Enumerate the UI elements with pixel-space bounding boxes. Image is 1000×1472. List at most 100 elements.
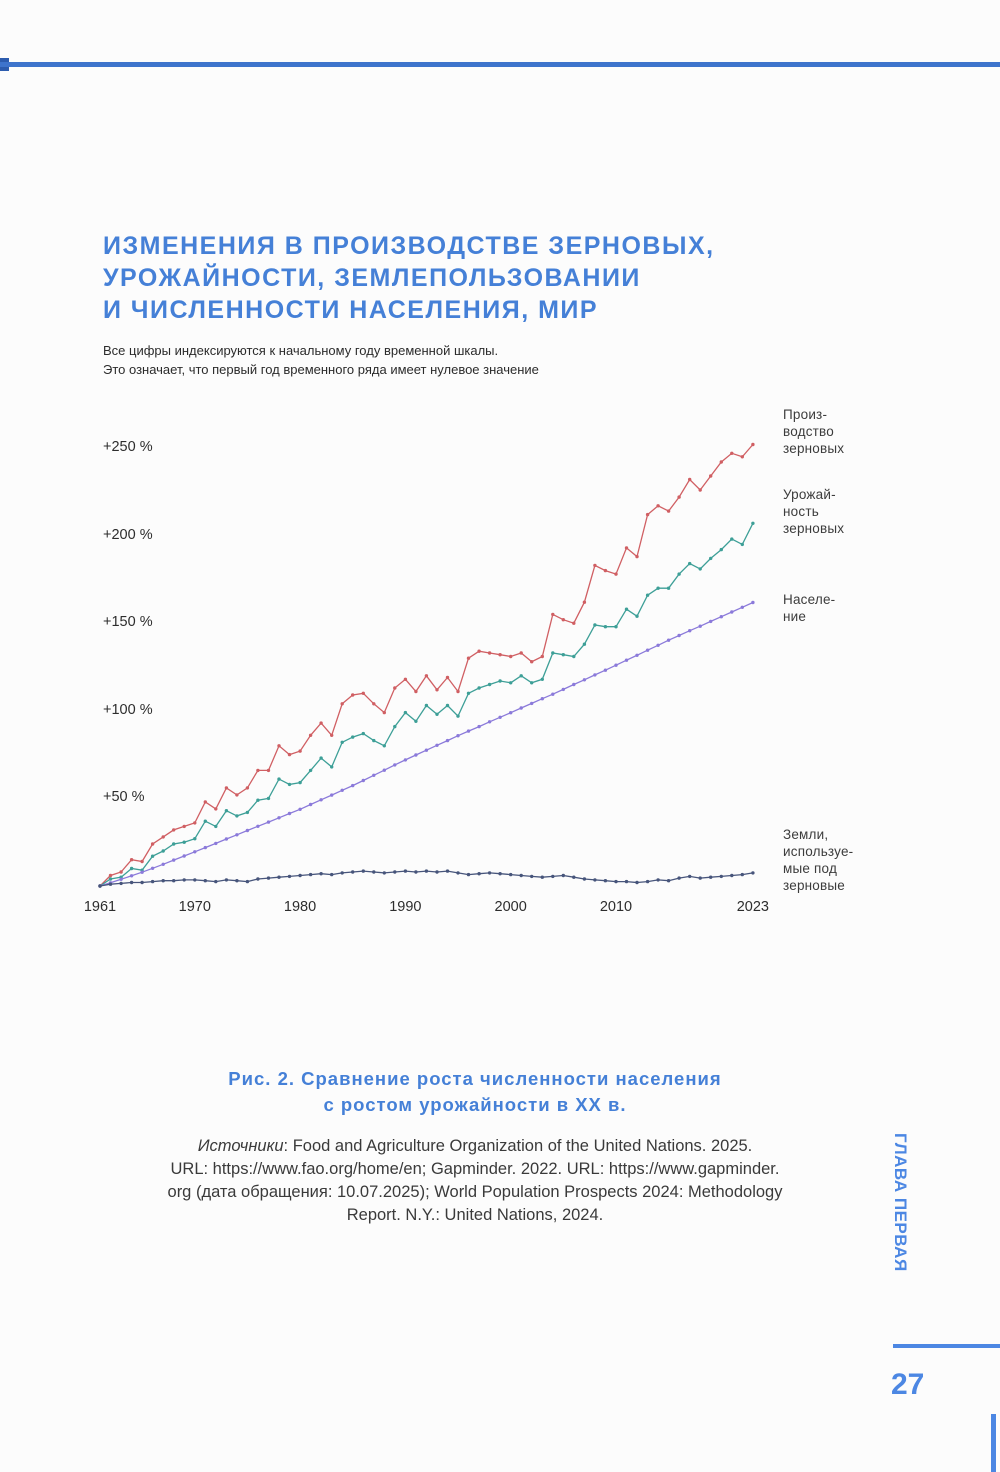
data-point — [572, 654, 576, 659]
data-point — [635, 653, 639, 657]
data-point — [150, 854, 155, 858]
data-point — [372, 738, 376, 743]
data-point — [456, 714, 460, 718]
data-point — [688, 629, 692, 633]
data-point — [551, 651, 555, 655]
data-point — [172, 879, 176, 883]
top-horizontal-rule — [0, 62, 1000, 67]
data-point — [477, 872, 481, 876]
data-point — [540, 654, 544, 659]
data-point — [509, 872, 513, 877]
data-point — [298, 749, 302, 753]
data-point — [382, 744, 386, 748]
data-point — [182, 840, 186, 844]
data-point — [635, 880, 639, 885]
data-point — [308, 872, 313, 877]
data-point — [308, 768, 313, 773]
data-point — [435, 743, 439, 747]
data-point — [677, 495, 681, 499]
data-point — [340, 702, 344, 706]
data-point — [203, 879, 207, 883]
data-point — [666, 509, 671, 513]
data-point — [182, 854, 186, 858]
data-point — [319, 721, 323, 725]
data-point — [403, 677, 408, 681]
line-chart-canvas — [98, 442, 755, 888]
legend-population-label: Населе- ние — [783, 592, 836, 624]
data-point — [129, 858, 134, 862]
data-point — [572, 682, 576, 687]
data-point — [256, 768, 260, 773]
data-point — [393, 870, 397, 874]
data-point — [382, 710, 386, 715]
data-point — [561, 618, 565, 622]
data-point — [172, 828, 176, 832]
data-point — [330, 765, 334, 769]
data-point — [214, 807, 218, 811]
data-point — [150, 879, 155, 884]
series-line-3 — [99, 870, 754, 887]
data-point — [382, 871, 386, 875]
data-point — [414, 870, 418, 874]
data-point — [245, 810, 250, 815]
data-point — [730, 610, 734, 614]
data-point — [235, 833, 239, 837]
data-point — [519, 706, 523, 710]
data-point — [372, 702, 376, 706]
data-point — [656, 878, 660, 882]
data-point — [150, 842, 155, 846]
data-point — [614, 879, 618, 884]
data-point — [372, 870, 376, 874]
data-point — [624, 607, 629, 611]
data-point — [582, 877, 587, 881]
data-point — [108, 877, 113, 881]
data-point — [509, 654, 513, 659]
sources-line1: : Food and Agriculture Organization of t… — [283, 1137, 753, 1155]
data-point — [561, 687, 565, 692]
data-point — [203, 819, 207, 823]
data-point — [624, 879, 629, 884]
data-point — [624, 658, 629, 662]
data-point — [319, 756, 323, 760]
data-point — [751, 871, 755, 875]
index-note: Все цифры индексируются к начальному год… — [103, 343, 539, 377]
data-point — [287, 874, 292, 879]
data-point — [340, 740, 344, 744]
data-point — [245, 786, 250, 790]
data-point — [635, 614, 639, 618]
data-point — [224, 837, 229, 841]
data-point — [414, 719, 418, 723]
data-point — [603, 668, 608, 672]
data-point — [193, 850, 197, 854]
data-point — [424, 674, 429, 678]
data-point — [108, 882, 113, 886]
data-point — [361, 731, 365, 736]
data-point — [719, 460, 723, 464]
legend-land-label: Земли, используе- мые под зерновые — [783, 827, 854, 893]
data-point — [603, 879, 608, 883]
data-point — [603, 625, 608, 629]
data-point — [277, 816, 281, 820]
data-point — [298, 780, 302, 785]
data-point — [530, 701, 534, 706]
data-point — [372, 773, 376, 777]
data-point — [730, 873, 734, 878]
data-point — [361, 691, 365, 695]
data-point — [698, 567, 702, 571]
page-title: ИЗМЕНЕНИЯ В ПРОИЗВОДСТВЕ ЗЕРНОВЫХ, УРОЖА… — [103, 232, 715, 324]
data-point — [414, 753, 418, 757]
data-point — [319, 798, 323, 802]
data-point — [466, 872, 471, 877]
data-point — [351, 693, 355, 697]
data-point — [235, 793, 239, 797]
data-point — [688, 477, 692, 482]
data-point — [614, 572, 618, 576]
data-point — [509, 711, 513, 715]
data-point — [361, 869, 365, 873]
data-point — [330, 872, 334, 877]
data-point — [498, 653, 502, 657]
data-point — [540, 677, 544, 681]
data-point — [498, 679, 502, 683]
data-point — [435, 712, 439, 716]
data-point — [266, 820, 271, 824]
